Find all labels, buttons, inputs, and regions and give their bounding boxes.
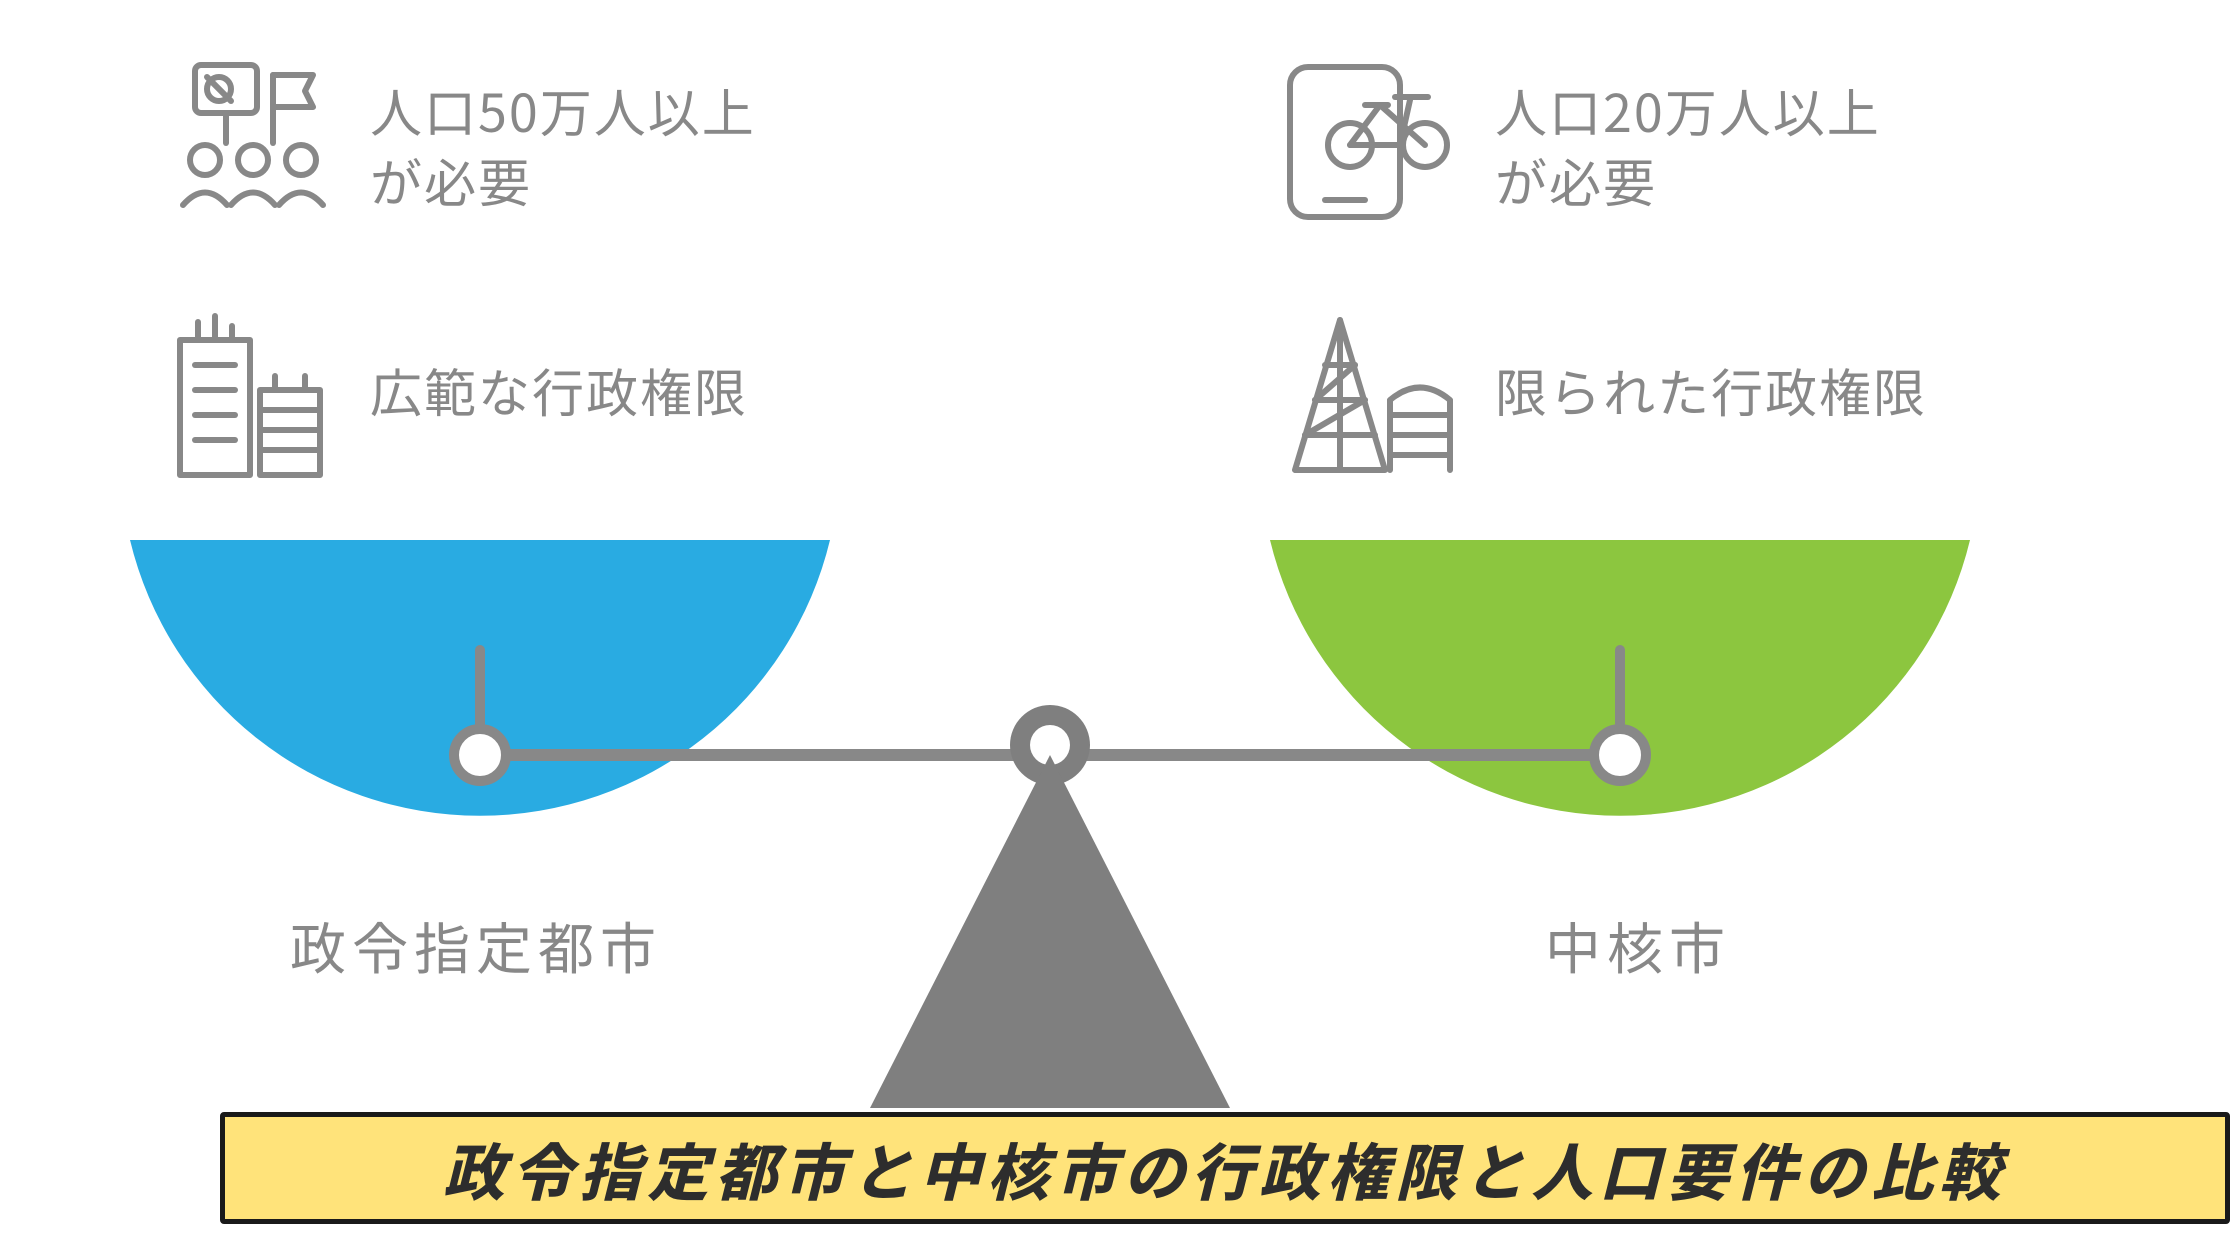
- left-side-label: 政令指定都市: [290, 905, 662, 986]
- scale-fulcrum: [870, 755, 1230, 1108]
- balance-scale: [0, 0, 2240, 1260]
- diagram-stage: 人口50万人以上 が必要 広範な行政権限: [0, 0, 2240, 1260]
- right-side-label: 中核市: [1545, 905, 1731, 986]
- title-text: 政令指定都市と中核市の行政権限と人口要件の比較: [443, 1123, 2007, 1213]
- title-banner: 政令指定都市と中核市の行政権限と人口要件の比較: [220, 1112, 2230, 1224]
